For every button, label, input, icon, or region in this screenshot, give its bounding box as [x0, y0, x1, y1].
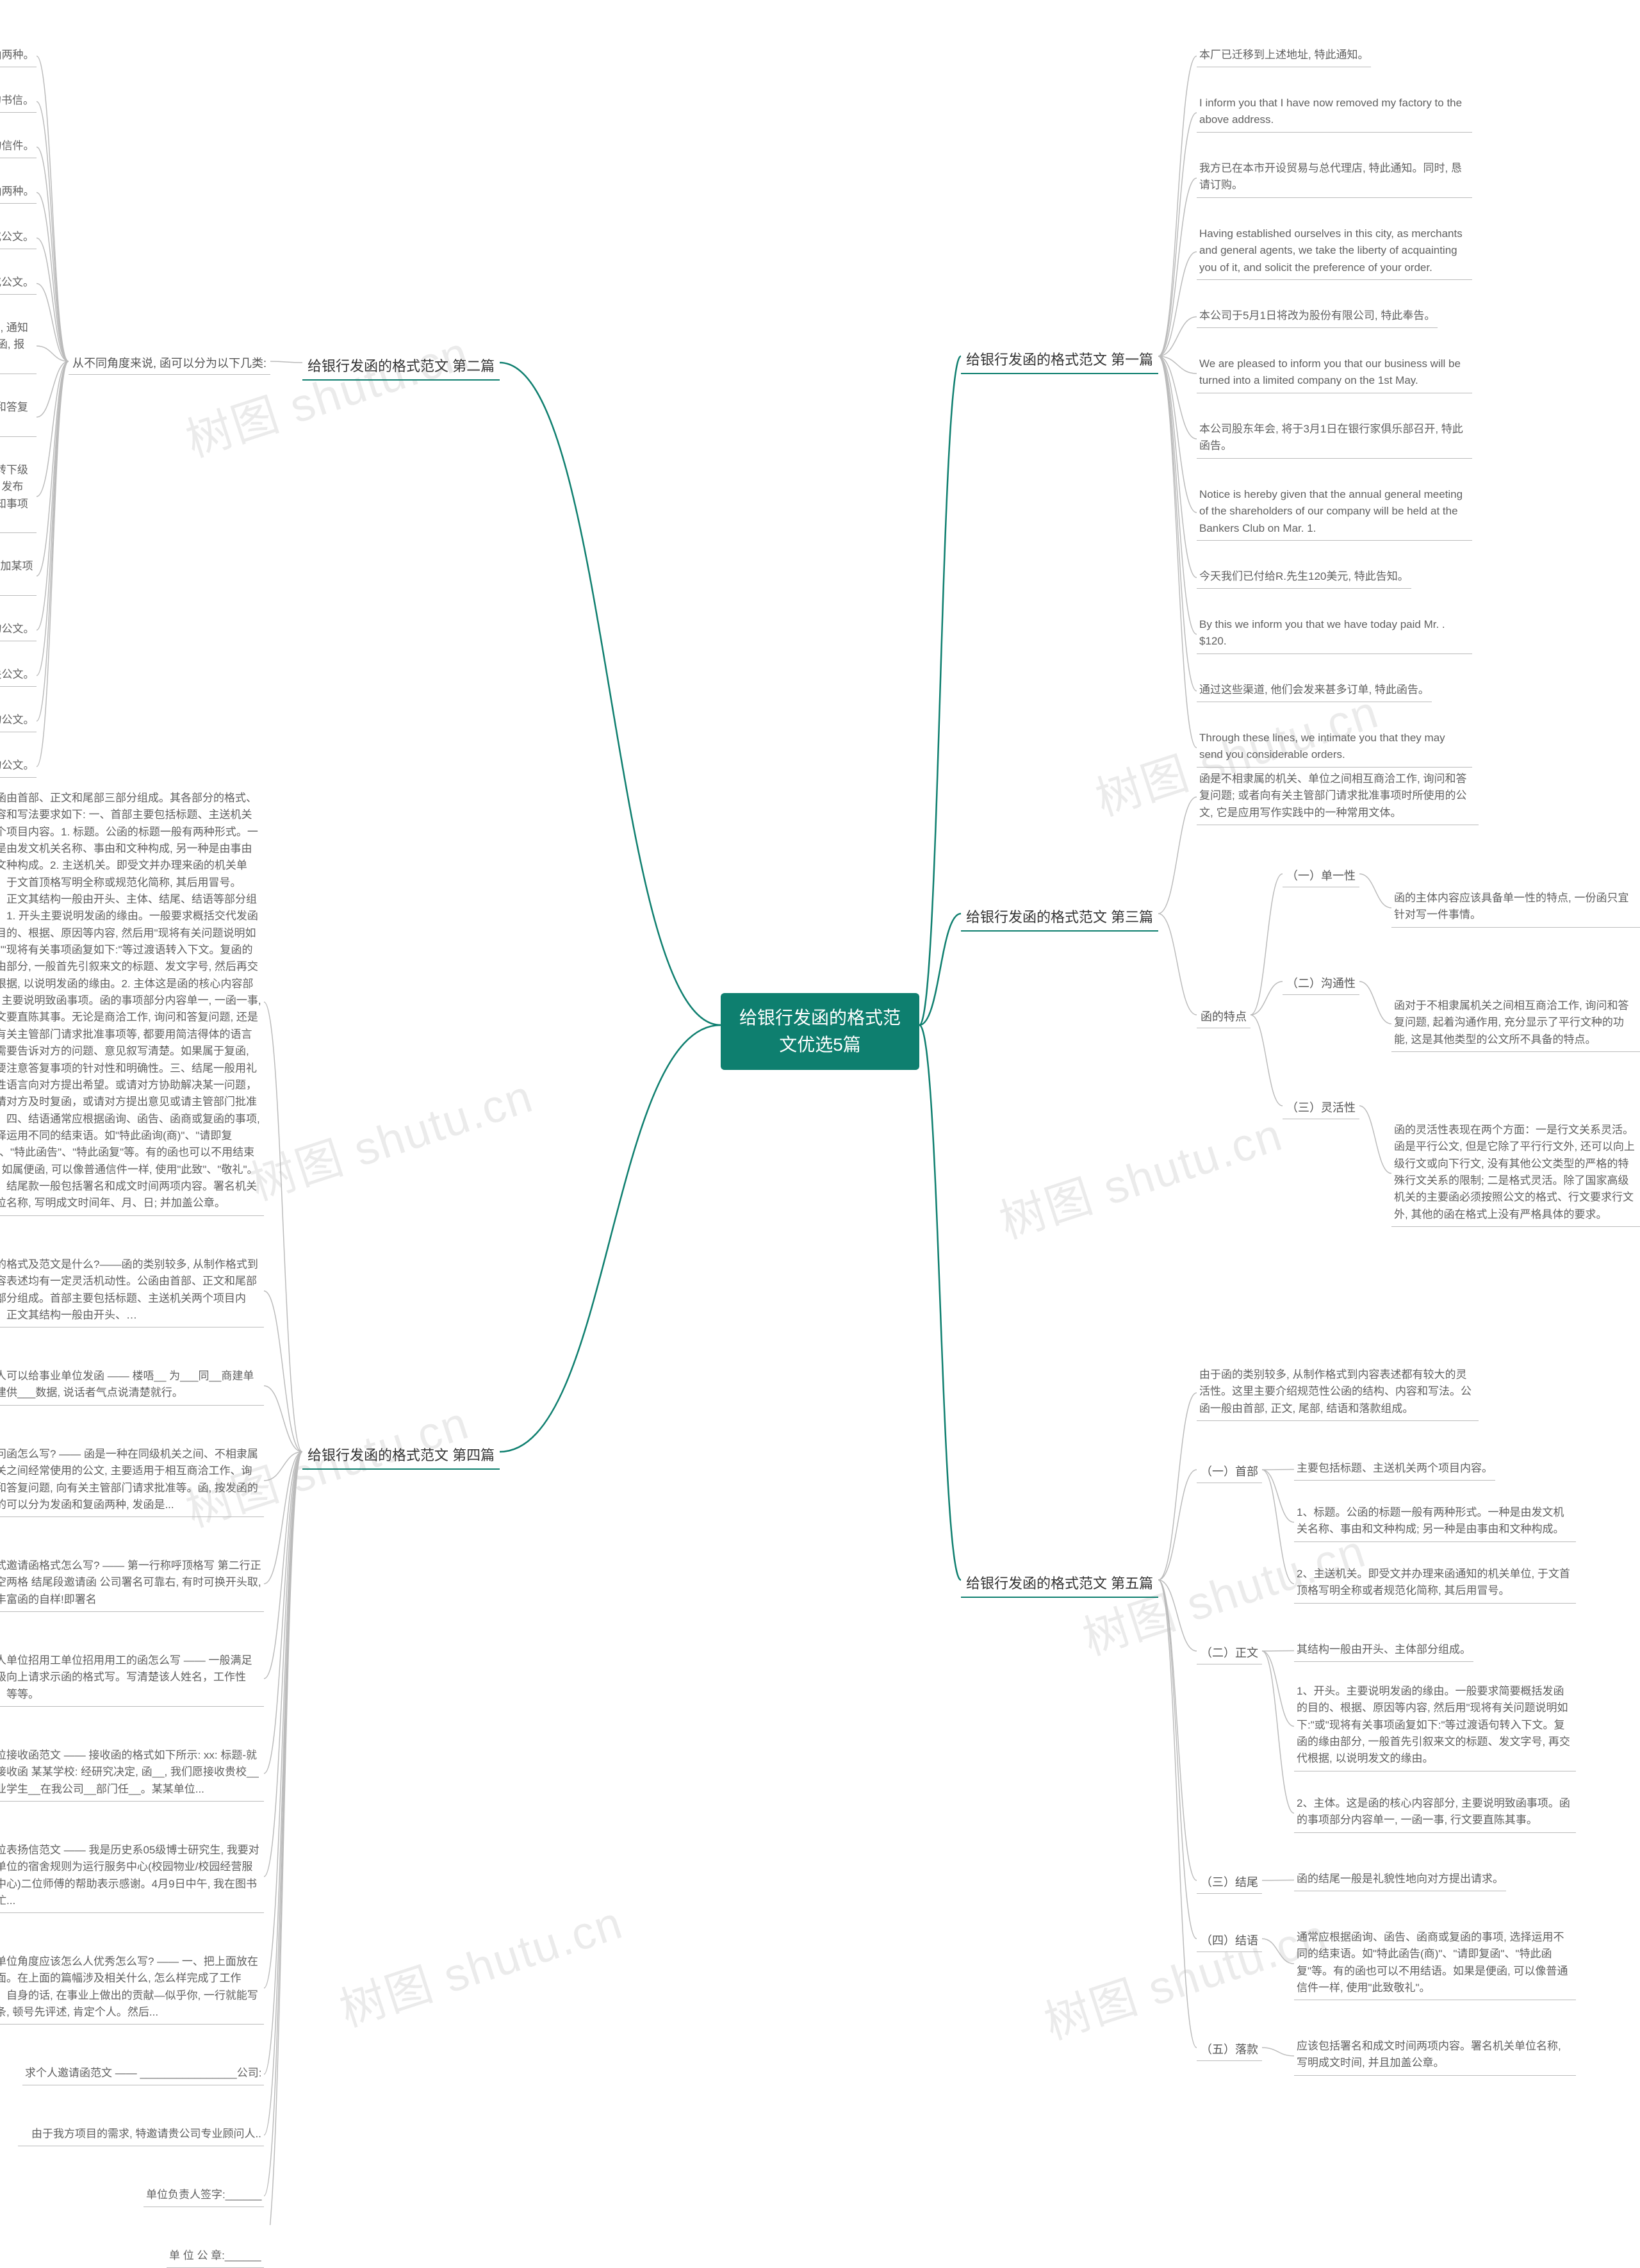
leaf-node: 通常应根据函询、函告、函商或复函的事项, 选择运用不同的结束语。如"特此函告(商… — [1294, 1927, 1576, 2000]
leaf-node: 单位负责人签字:______ — [144, 2185, 264, 2207]
sub-node: （二）正文 — [1197, 1642, 1262, 1664]
watermark: 树图 shutu.cn — [1035, 1898, 1334, 2052]
intermediate-node: 从不同角度来说, 函可以分为以下几类: — [69, 352, 270, 375]
leaf-node: （二）按发文目的分, 可以分为发函和复函两种。 — [0, 181, 37, 204]
leaf-node: 应该包括署名和成文时间两项内容。署名机关单位名称, 写明成文时间, 并且加盖公章… — [1294, 2036, 1576, 2076]
leaf-node: 通知事宜函, 印发上级或本级机关有关公文, 批转下级机关公文, 传达上级机关指示… — [0, 460, 37, 533]
leaf-node: 本厂已迁移到上述地址, 特此通知。 — [1197, 45, 1371, 67]
leaf-node: 公函：正式的或官方的书信。 — [0, 90, 37, 113]
leaf-node: 函的结尾一般是礼貌性地向对方提出请求。 — [1294, 1869, 1506, 1891]
sub-node: （一）单一性 — [1283, 865, 1359, 887]
leaf-node: Notice is hereby given that the annual g… — [1197, 484, 1472, 541]
leaf-node: 求个人邀请函范文 —— ________________公司: — [22, 2063, 264, 2085]
leaf-node: By this we inform you that we have today… — [1197, 614, 1472, 654]
leaf-node: 邀请函, 是邀请亲朋好友或知名人士、专家等参加某项活动时所发的请约性公文。 — [0, 556, 37, 596]
leaf-node: 函的灵活性表现在两个方面：一是行文关系灵活。函是平行公文, 但是它除了平行行文外… — [1391, 1120, 1640, 1227]
root-node: 给银行发函的格式范文优选5篇 — [721, 993, 919, 1070]
branch-node: 给银行发函的格式范文 第三篇 — [961, 903, 1158, 932]
intermediate-node: 函的特点 — [1197, 1006, 1250, 1028]
leaf-node: 个人可以给事业单位发函 —— 楼唔__ 为___同__商建单位建供___数据, … — [0, 1366, 264, 1406]
leaf-node: I inform you that I have now removed my … — [1197, 93, 1472, 133]
watermark: 树图 shutu.cn — [176, 315, 476, 470]
sub-node: （四）结语 — [1197, 1930, 1262, 1952]
leaf-node: We are pleased to inform you that our bu… — [1197, 354, 1472, 393]
branch-node: 给银行发函的格式范文 第一篇 — [961, 346, 1158, 374]
branch-node: 给银行发函的格式范文 第五篇 — [961, 1570, 1158, 1598]
leaf-node: （一）按性质分, 可以分为公函和便函两种。 — [0, 45, 37, 67]
leaf-node: 单 位 公 章:______ — [167, 2246, 264, 2268]
leaf-node: 由于我方项目的需求, 特邀请贵公司专业顾问人.. — [18, 2124, 264, 2146]
leaf-node: 其结构一般由开头、主体部分组成。 — [1294, 1639, 1473, 1662]
branch-node: 给银行发函的格式范文 第二篇 — [302, 352, 500, 381]
watermark: 树图 shutu.cn — [990, 1097, 1290, 1251]
leaf-node: 请问函怎么写? —— 函是一种在同级机关之间、不相隶属机关之间经常使用的公文, … — [0, 1444, 264, 1517]
leaf-node: 复函：回复信件或公文。 — [0, 272, 37, 295]
sub-node: （二）沟通性 — [1283, 973, 1359, 995]
leaf-node: 单位接收函范文 —— 接收函的格式如下所示: xx: 标题-就业接收函 某某学校… — [0, 1745, 264, 1802]
sub-node: （三）结尾 — [1197, 1871, 1262, 1894]
leaf-node: 发函：发出信件或公文。 — [0, 227, 37, 249]
watermark: 树图 shutu.cn — [240, 1058, 540, 1213]
leaf-node: 1、标题。公函的标题一般有两种形式。一种是由发文机关名称、事由和文种构成; 另一… — [1294, 1502, 1576, 1542]
leaf-node: （三）从内容和用途上, 还可以分为商洽事宜函, 通知事宜函, 请调函, 请示答复… — [0, 318, 37, 374]
leaf-node: 商洽事宜函, 不相隶属机关之间商洽工作, 询问和答复问题的公文。 — [0, 397, 37, 437]
leaf-node: 正式邀请函格式怎么写? —— 第一行称呼顶格写 第二行正文空两格 结尾段邀请函 … — [0, 1556, 264, 1612]
watermark: 树图 shutu.cn — [330, 1885, 630, 2039]
leaf-node: 便函：形式比较简便的, 非正式公文的信件。 — [0, 136, 37, 158]
leaf-node: 公函由首部、正文和尾部三部分组成。其各部分的格式、内容和写法要求如下: 一、首部… — [0, 788, 264, 1216]
leaf-node: 转办函, 是转发同级或不相隶属机关公文。 — [0, 664, 37, 687]
sub-node: （三）灵活性 — [1283, 1097, 1359, 1119]
sub-node: （一）首部 — [1197, 1461, 1262, 1483]
leaf-node: 报送材料函, 是向上级机关递送相关材料的公文。 — [0, 755, 37, 778]
leaf-node: 本公司股东年会, 将于3月1日在银行家俱乐部召开, 特此函告。 — [1197, 419, 1472, 459]
leaf-node: Having established ourselves in this cit… — [1197, 224, 1472, 280]
leaf-node: 1、开头。主要说明发函的缘由。一般要求简要概括发函的目的、根据、原因等内容, 然… — [1294, 1681, 1576, 1771]
leaf-node: 请示答复事宜函, 向上级机关请示有关问题的公文。 — [0, 619, 37, 641]
leaf-node: 本公司于5月1日将改为股份有限公司, 特此奉告。 — [1197, 306, 1438, 328]
leaf-node: 从单位角度应该怎么人优秀怎么写? —— 一、把上面放在前面。在上面的篇幅涉及相关… — [0, 1952, 264, 2025]
leaf-node: 函的格式及范文是什么?——函的类别较多, 从制作格式到内容表述均有一定灵活机动性… — [0, 1254, 264, 1327]
leaf-node: 单位表扬信范文 —— 我是历史系05级博士研究生, 我要对贵单位的宿舍规则为运行… — [0, 1840, 264, 1913]
leaf-node: 函的主体内容应该具备单一性的特点, 一份函只宜针对写一件事情。 — [1391, 888, 1640, 928]
branch-node: 给银行发函的格式范文 第四篇 — [302, 1442, 500, 1470]
sub-node: （五）落款 — [1197, 2039, 1262, 2061]
leaf-node: 函对于不相隶属机关之间相互商洽工作, 询问和答复问题, 起着沟通作用, 充分显示… — [1391, 996, 1640, 1052]
leaf-node: 2、主送机关。即受文并办理来函通知的机关单位, 于文首顶格写明全称或者规范化简称… — [1294, 1564, 1576, 1604]
leaf-node: 我方已在本市开设贸易与总代理店, 特此通知。同时, 恳请订购。 — [1197, 158, 1472, 198]
leaf-node: 催办函, 是催促同级或下级机关办理某事项的公文。 — [0, 710, 37, 732]
leaf-node: 函是不相隶属的机关、单位之间相互商洽工作, 询问和答复问题; 或者向有关主管部门… — [1197, 769, 1479, 825]
leaf-node: 2、主体。这是函的核心内容部分, 主要说明致函事项。函的事项部分内容单一, 一函… — [1294, 1793, 1576, 1833]
leaf-node: 由于函的类别较多, 从制作格式到内容表述都有较大的灵活性。这里主要介绍规范性公函… — [1197, 1365, 1479, 1421]
leaf-node: 通过这些渠道, 他们会发来甚多订单, 特此函告。 — [1197, 680, 1432, 702]
leaf-node: 主要包括标题、主送机关两个项目内容。 — [1294, 1458, 1495, 1481]
leaf-node: 用人单位招用工单位招用用工的函怎么写 —— 一般满足上级向上请求示函的格式写。写… — [0, 1650, 264, 1707]
leaf-node: Through these lines, we intimate you tha… — [1197, 728, 1472, 768]
leaf-node: 今天我们已付给R.先生120美元, 特此告知。 — [1197, 566, 1411, 589]
